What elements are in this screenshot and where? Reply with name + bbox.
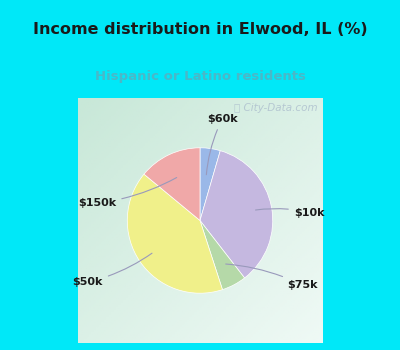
Text: $75k: $75k (226, 264, 318, 290)
Text: Hispanic or Latino residents: Hispanic or Latino residents (94, 70, 306, 83)
Wedge shape (200, 220, 244, 290)
Wedge shape (200, 151, 273, 278)
Text: $10k: $10k (256, 208, 324, 218)
Wedge shape (200, 148, 220, 220)
Text: ⓘ City-Data.com: ⓘ City-Data.com (234, 103, 318, 113)
Text: $150k: $150k (78, 177, 177, 208)
Text: Income distribution in Elwood, IL (%): Income distribution in Elwood, IL (%) (33, 22, 367, 37)
Text: $50k: $50k (72, 253, 152, 287)
Text: $60k: $60k (206, 114, 238, 175)
Wedge shape (144, 148, 200, 220)
Wedge shape (127, 174, 222, 293)
